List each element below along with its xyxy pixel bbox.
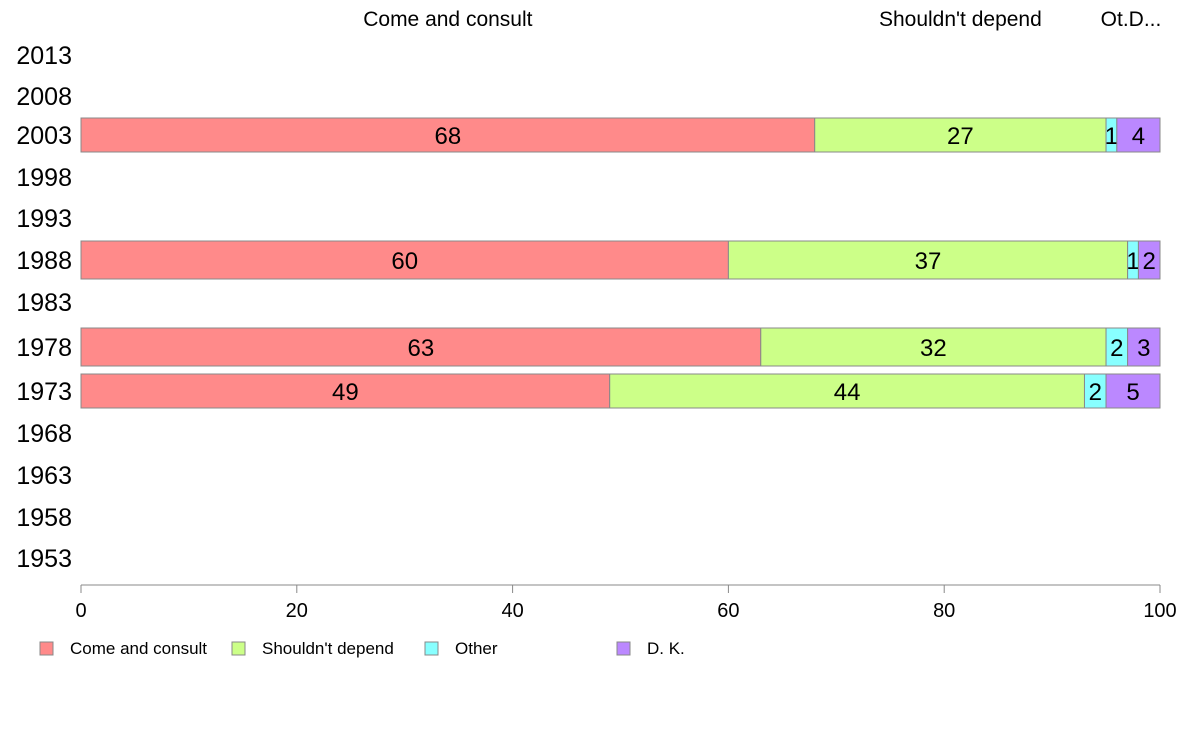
bars: 68 27 1 460 37 1 263 32 2 349 44 2 5 [80,117,1161,409]
year-label-1993: 1993 [16,205,72,233]
data-label-2003-3: 4 [1132,123,1145,150]
x-tick-label-80: 80 [933,600,955,622]
x-tick-label-0: 0 [75,600,86,622]
x-tick-label-40: 40 [501,600,523,622]
bar-1978-seg-1 [760,327,1107,367]
x-tick-label-100: 100 [1143,600,1176,622]
bar-1978-seg-0 [80,327,762,367]
data-label-1978-3: 3 [1137,335,1150,362]
year-label-1978: 1978 [16,334,72,362]
legend-swatch-2 [424,641,439,656]
year-label-1953: 1953 [16,545,72,573]
year-label-2008: 2008 [16,83,72,111]
data-label-1978-2: 2 [1110,335,1123,362]
year-label-1983: 1983 [16,289,72,317]
legend-label-3: D. K. [647,639,685,658]
top-label-2: Ot.D... [1101,8,1162,31]
legend-label-0: Come and consult [70,639,207,658]
data-label-1973-0: 49 [332,379,359,406]
year-label-1963: 1963 [16,462,72,490]
data-label-1988-2: 1 [1126,248,1139,275]
legend-swatch-0 [39,641,54,656]
legend: Come and consult Shouldn't depend Other D. … [39,639,685,658]
year-label-2013: 2013 [16,42,72,70]
bar-1978-seg-3 [1127,327,1161,367]
data-label-2003-2: 1 [1105,123,1118,150]
x-tick-label-60: 60 [717,600,739,622]
legend-label-2: Other [455,639,498,658]
year-label-1988: 1988 [16,247,72,275]
top-label-1: Shouldn't depend [879,8,1042,31]
x-tick-label-20: 20 [286,600,308,622]
bar-2003-seg-0 [80,117,816,153]
top-category-labels: Come and consult Shouldn't depend Ot.D... [363,8,1161,31]
bar-1988-seg-3 [1137,240,1161,280]
legend-label-1: Shouldn't depend [262,639,394,658]
x-axis: 0 20 40 60 80 100 [75,584,1177,622]
legend-swatch-3 [616,641,631,656]
top-label-0: Come and consult [363,8,532,31]
data-label-1978-1: 32 [920,335,947,362]
year-label-1968: 1968 [16,420,72,448]
data-label-1988-3: 2 [1143,248,1156,275]
year-label-1958: 1958 [16,504,72,532]
year-axis-labels: 2013 2008 2003 1998 1993 1988 1983 1978 1973 1968… [16,42,72,573]
data-label-1973-3: 5 [1126,379,1139,406]
data-label-2003-1: 27 [947,123,974,150]
data-label-1973-1: 44 [834,379,861,406]
data-label-2003-0: 68 [435,123,462,150]
year-label-1998: 1998 [16,164,72,192]
bar-1988-seg-1 [727,240,1129,280]
data-label-1988-0: 60 [391,248,418,275]
data-label-1973-2: 2 [1089,379,1102,406]
year-label-2003: 2003 [16,122,72,150]
bar-1973-seg-1 [609,373,1085,409]
legend-swatch-1 [231,641,246,656]
bar-2003-seg-3 [1116,117,1161,153]
year-label-1973: 1973 [16,378,72,406]
data-label-1988-1: 37 [915,248,942,275]
bar-2003-seg-1 [814,117,1107,153]
bar-1973-seg-3 [1105,373,1161,409]
data-label-1978-0: 63 [408,335,435,362]
